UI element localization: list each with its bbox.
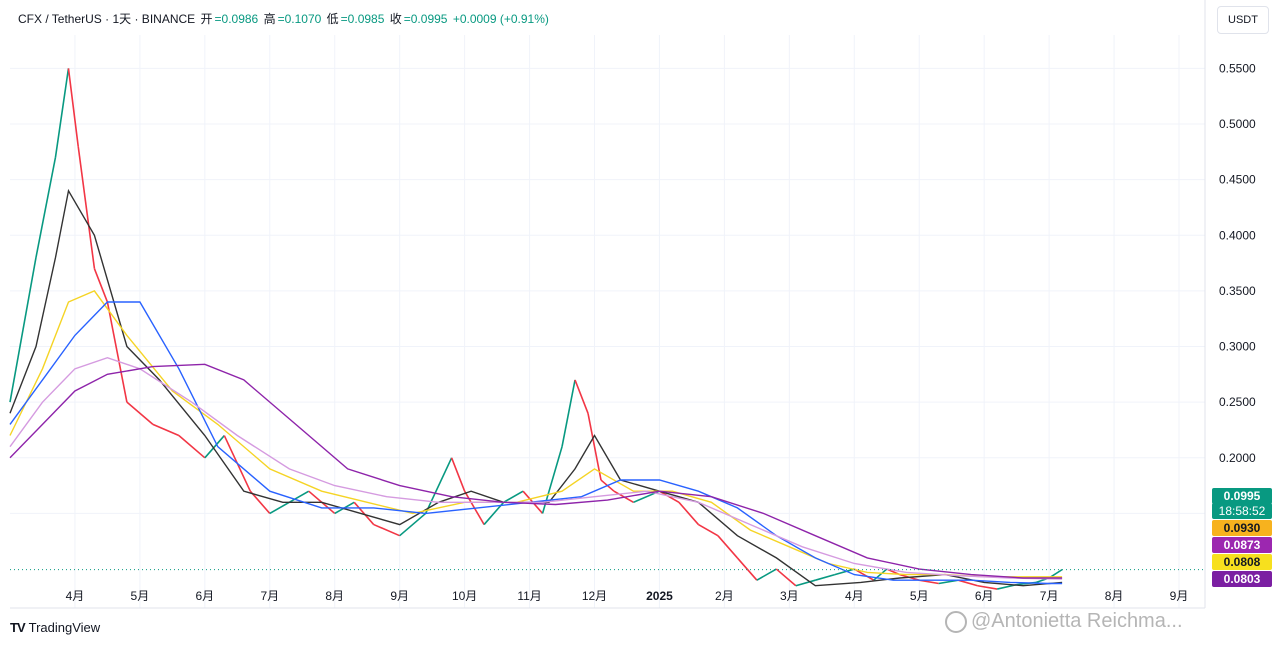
open-label: 开 — [200, 12, 213, 26]
high-value: =0.1070 — [277, 12, 322, 26]
tradingview-mark-icon: TV — [10, 620, 26, 635]
close-value: =0.0995 — [403, 12, 448, 26]
price-segment — [503, 490, 524, 503]
price-segment — [587, 413, 602, 481]
price-segment — [736, 557, 758, 581]
x-tick-label: 7月 — [260, 589, 279, 603]
x-tick-label: 7月 — [1040, 589, 1059, 603]
y-tick-label: 0.2500 — [1219, 395, 1256, 409]
x-tick-label: 8月 — [325, 589, 344, 603]
price-segment — [399, 512, 427, 537]
price-segment — [775, 568, 797, 587]
ma-yellow-badge: 0.0808 — [1212, 554, 1272, 570]
price-segment — [450, 457, 466, 492]
x-tick-label: 2025 — [646, 589, 673, 603]
price-segment — [756, 568, 777, 581]
change-value: +0.0009 (+0.91%) — [452, 12, 549, 26]
low-label: 低 — [326, 12, 339, 26]
symbol-legend: CFX / TetherUS · 1天 · BINANCE 开 =0.0986 高… — [18, 10, 551, 27]
ma-line-3 — [9, 301, 1063, 585]
watermark-text: @Antonietta Reichma... — [971, 610, 1183, 632]
price-segment — [77, 146, 96, 269]
x-tick-label: 6月 — [975, 589, 994, 603]
ma-line-2 — [9, 290, 1063, 578]
price-segment — [178, 434, 206, 459]
x-tick-label: 6月 — [195, 589, 214, 603]
ma-violet-badge: 0.0803 — [1212, 571, 1272, 587]
ma-orange-badge: 0.0930 — [1212, 520, 1272, 536]
y-tick-label: 0.4000 — [1219, 228, 1256, 242]
price-segment — [204, 435, 225, 459]
y-tick-label: 0.4500 — [1219, 173, 1256, 187]
price-segment — [424, 457, 453, 514]
y-tick-label: 0.3500 — [1219, 284, 1256, 298]
price-segment — [269, 501, 290, 515]
price-segment — [698, 523, 719, 537]
countdown-badge: 18:58:52 — [1212, 503, 1272, 519]
y-tick-label: 0.2000 — [1219, 451, 1256, 465]
x-tick-label: 9月 — [390, 589, 409, 603]
price-segment — [977, 584, 998, 590]
x-tick-label: 4月 — [845, 589, 864, 603]
price-segment — [288, 490, 310, 503]
price-segment — [93, 268, 109, 303]
price-segment — [853, 568, 875, 581]
x-tick-label: 3月 — [780, 589, 799, 603]
x-tick-label: 10月 — [452, 589, 477, 603]
price-segment — [957, 579, 978, 587]
price-segment — [717, 535, 738, 559]
watermark-icon — [945, 610, 967, 633]
ma-line-4 — [9, 356, 1063, 580]
price-segment — [9, 257, 37, 403]
x-tick-label: 8月 — [1105, 589, 1124, 603]
y-tick-label: 0.5500 — [1219, 61, 1256, 75]
price-segment — [35, 157, 57, 258]
price-segment — [373, 523, 400, 537]
y-tick-label: 0.3000 — [1219, 340, 1256, 354]
last-price-badge: 0.0995 — [1212, 488, 1272, 504]
price-segment — [815, 573, 836, 581]
x-tick-label: 4月 — [66, 589, 85, 603]
watermark: @Antonietta Reichma... — [945, 610, 1183, 633]
x-tick-label: 5月 — [910, 589, 929, 603]
price-segment — [106, 301, 128, 403]
x-tick-label: 11月 — [517, 589, 541, 603]
ma-line-1 — [9, 188, 1063, 587]
currency-button[interactable]: USDT — [1217, 6, 1269, 34]
price-segment — [67, 68, 79, 147]
high-label: 高 — [263, 12, 276, 26]
price-segment — [54, 68, 70, 158]
price-segment — [678, 501, 700, 526]
price-segment — [152, 423, 180, 437]
x-tick-label: 12月 — [582, 589, 607, 603]
ma-line-5 — [9, 363, 1063, 579]
tradingview-logo-text: TradingView — [28, 620, 101, 635]
symbol-pair[interactable]: CFX / TetherUS · 1天 · BINANCE — [18, 12, 196, 26]
open-value: =0.0986 — [214, 12, 259, 26]
close-label: 收 — [389, 12, 402, 26]
y-tick-label: 0.5000 — [1219, 117, 1256, 131]
price-segment — [126, 401, 154, 426]
low-value: =0.0985 — [340, 12, 385, 26]
price-segment — [795, 579, 816, 587]
x-tick-label: 2月 — [715, 589, 734, 603]
price-segment — [561, 379, 576, 447]
price-segment — [353, 501, 375, 526]
price-segment — [574, 379, 589, 414]
price-segment — [249, 490, 271, 514]
x-tick-label: 9月 — [1170, 589, 1189, 603]
x-tick-label: 5月 — [131, 589, 150, 603]
tradingview-logo[interactable]: TV TradingView — [10, 620, 100, 635]
price-segment — [834, 568, 855, 576]
ma-purple-badge: 0.0873 — [1212, 537, 1272, 553]
